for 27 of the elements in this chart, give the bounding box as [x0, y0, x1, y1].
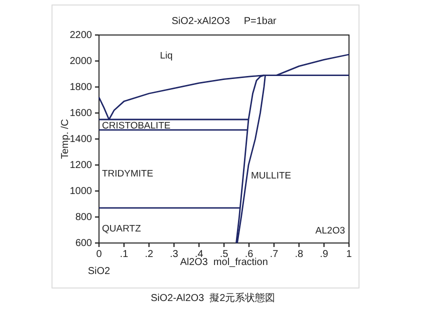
y-tick-label: 1800: [70, 82, 92, 94]
annotation: Liq: [160, 50, 173, 62]
annotation: TRIDYMITE: [102, 168, 154, 180]
y-tick-label: 800: [75, 212, 92, 224]
y-tick-label: 1600: [70, 108, 92, 120]
chart-title: SiO2-xAl2O3 P=1bar: [172, 16, 278, 27]
y-tick-label: 2200: [70, 30, 92, 42]
y-tick-label: 1200: [70, 160, 92, 172]
text: SiO2: [88, 266, 111, 277]
x-tick-label: 0: [96, 249, 102, 260]
x-tick-label: .9: [320, 249, 329, 260]
y-tick-label: 600: [75, 238, 92, 250]
text: SiO2-Al2O3 擬2元系状態図: [150, 292, 276, 304]
x-tick-label: .1: [120, 249, 129, 260]
y-tick-label: 1000: [70, 186, 92, 198]
y-tick-label: 1400: [70, 134, 92, 146]
y-tick-label: 2000: [70, 56, 92, 68]
x-tick-label: .2: [144, 249, 154, 260]
x-tick-label: .7: [270, 249, 279, 260]
annotation: MULLITE: [251, 170, 292, 182]
annotation: QUARTZ: [102, 224, 142, 235]
y-axis-title: Temp. /C: [60, 118, 71, 160]
annotation: CRISTOBALITE: [102, 120, 170, 132]
annotation: AL2O3: [315, 226, 345, 237]
x-tick-label: .3: [170, 249, 179, 260]
x-tick-label: 1: [346, 249, 352, 260]
x-tick-label: .8: [294, 249, 304, 260]
